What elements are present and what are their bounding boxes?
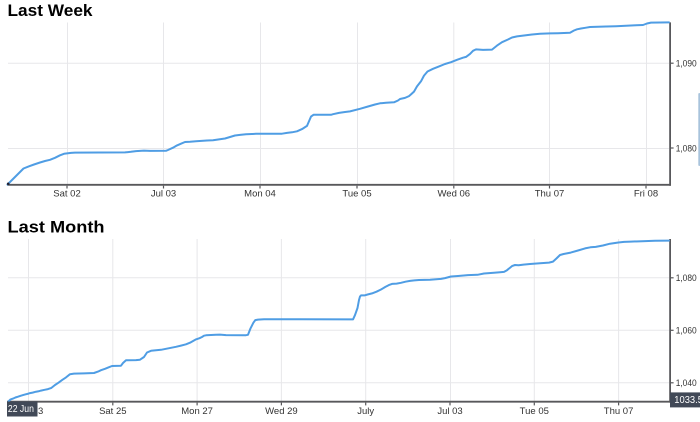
svg-text:1,080: 1,080 — [676, 273, 697, 284]
svg-text:Wed 29: Wed 29 — [265, 406, 298, 417]
svg-text:July: July — [357, 406, 374, 417]
svg-text:Tue 05: Tue 05 — [342, 189, 371, 200]
svg-text:Sat 02: Sat 02 — [53, 189, 80, 200]
svg-text:1,080: 1,080 — [676, 143, 697, 154]
svg-text:Mon 04: Mon 04 — [244, 189, 276, 200]
svg-text:1,060: 1,060 — [676, 326, 697, 337]
svg-text:Last Month: Last Month — [8, 218, 105, 237]
svg-text:Last Week: Last Week — [8, 1, 94, 20]
svg-text:Jul 03: Jul 03 — [151, 189, 176, 200]
svg-text:Fri 08: Fri 08 — [634, 189, 658, 200]
svg-text:Mon 27: Mon 27 — [181, 406, 213, 417]
svg-text:1,090: 1,090 — [676, 59, 697, 70]
svg-text:Jul 03: Jul 03 — [437, 406, 462, 417]
svg-text:Wed 06: Wed 06 — [438, 189, 471, 200]
svg-text:1,040: 1,040 — [676, 378, 697, 389]
svg-text:22 Jun: 22 Jun — [8, 404, 34, 415]
svg-text:Thu 07: Thu 07 — [604, 406, 634, 417]
svg-text:1033.5: 1033.5 — [674, 395, 700, 406]
svg-text:Thu 07: Thu 07 — [535, 189, 565, 200]
svg-text:Tue 05: Tue 05 — [520, 406, 549, 417]
svg-text:Sat 25: Sat 25 — [99, 406, 126, 417]
